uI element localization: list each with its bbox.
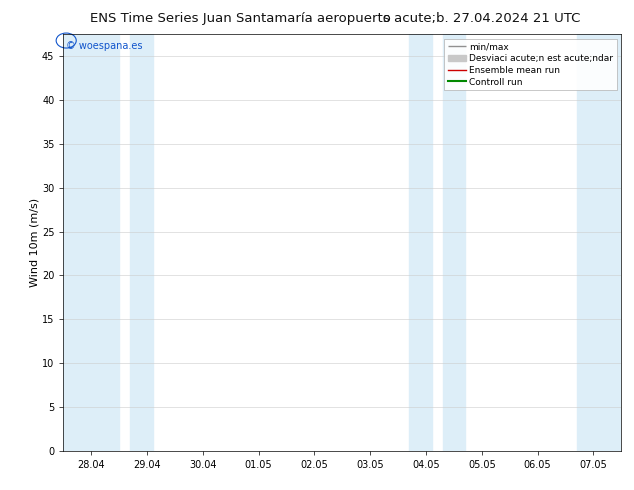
Bar: [63, 34, 119, 451]
Bar: [443, 34, 465, 451]
Text: s acute;b. 27.04.2024 21 UTC: s acute;b. 27.04.2024 21 UTC: [383, 12, 581, 25]
Bar: [131, 34, 153, 451]
Text: ENS Time Series Juan Santamaría aeropuerto: ENS Time Series Juan Santamaría aeropuer…: [91, 12, 391, 25]
Bar: [410, 34, 432, 451]
Legend: min/max, Desviaci acute;n est acute;ndar, Ensemble mean run, Controll run: min/max, Desviaci acute;n est acute;ndar…: [444, 39, 617, 90]
Bar: [577, 34, 621, 451]
Y-axis label: Wind 10m (m/s): Wind 10m (m/s): [29, 198, 39, 287]
Text: © woespana.es: © woespana.es: [66, 41, 143, 50]
